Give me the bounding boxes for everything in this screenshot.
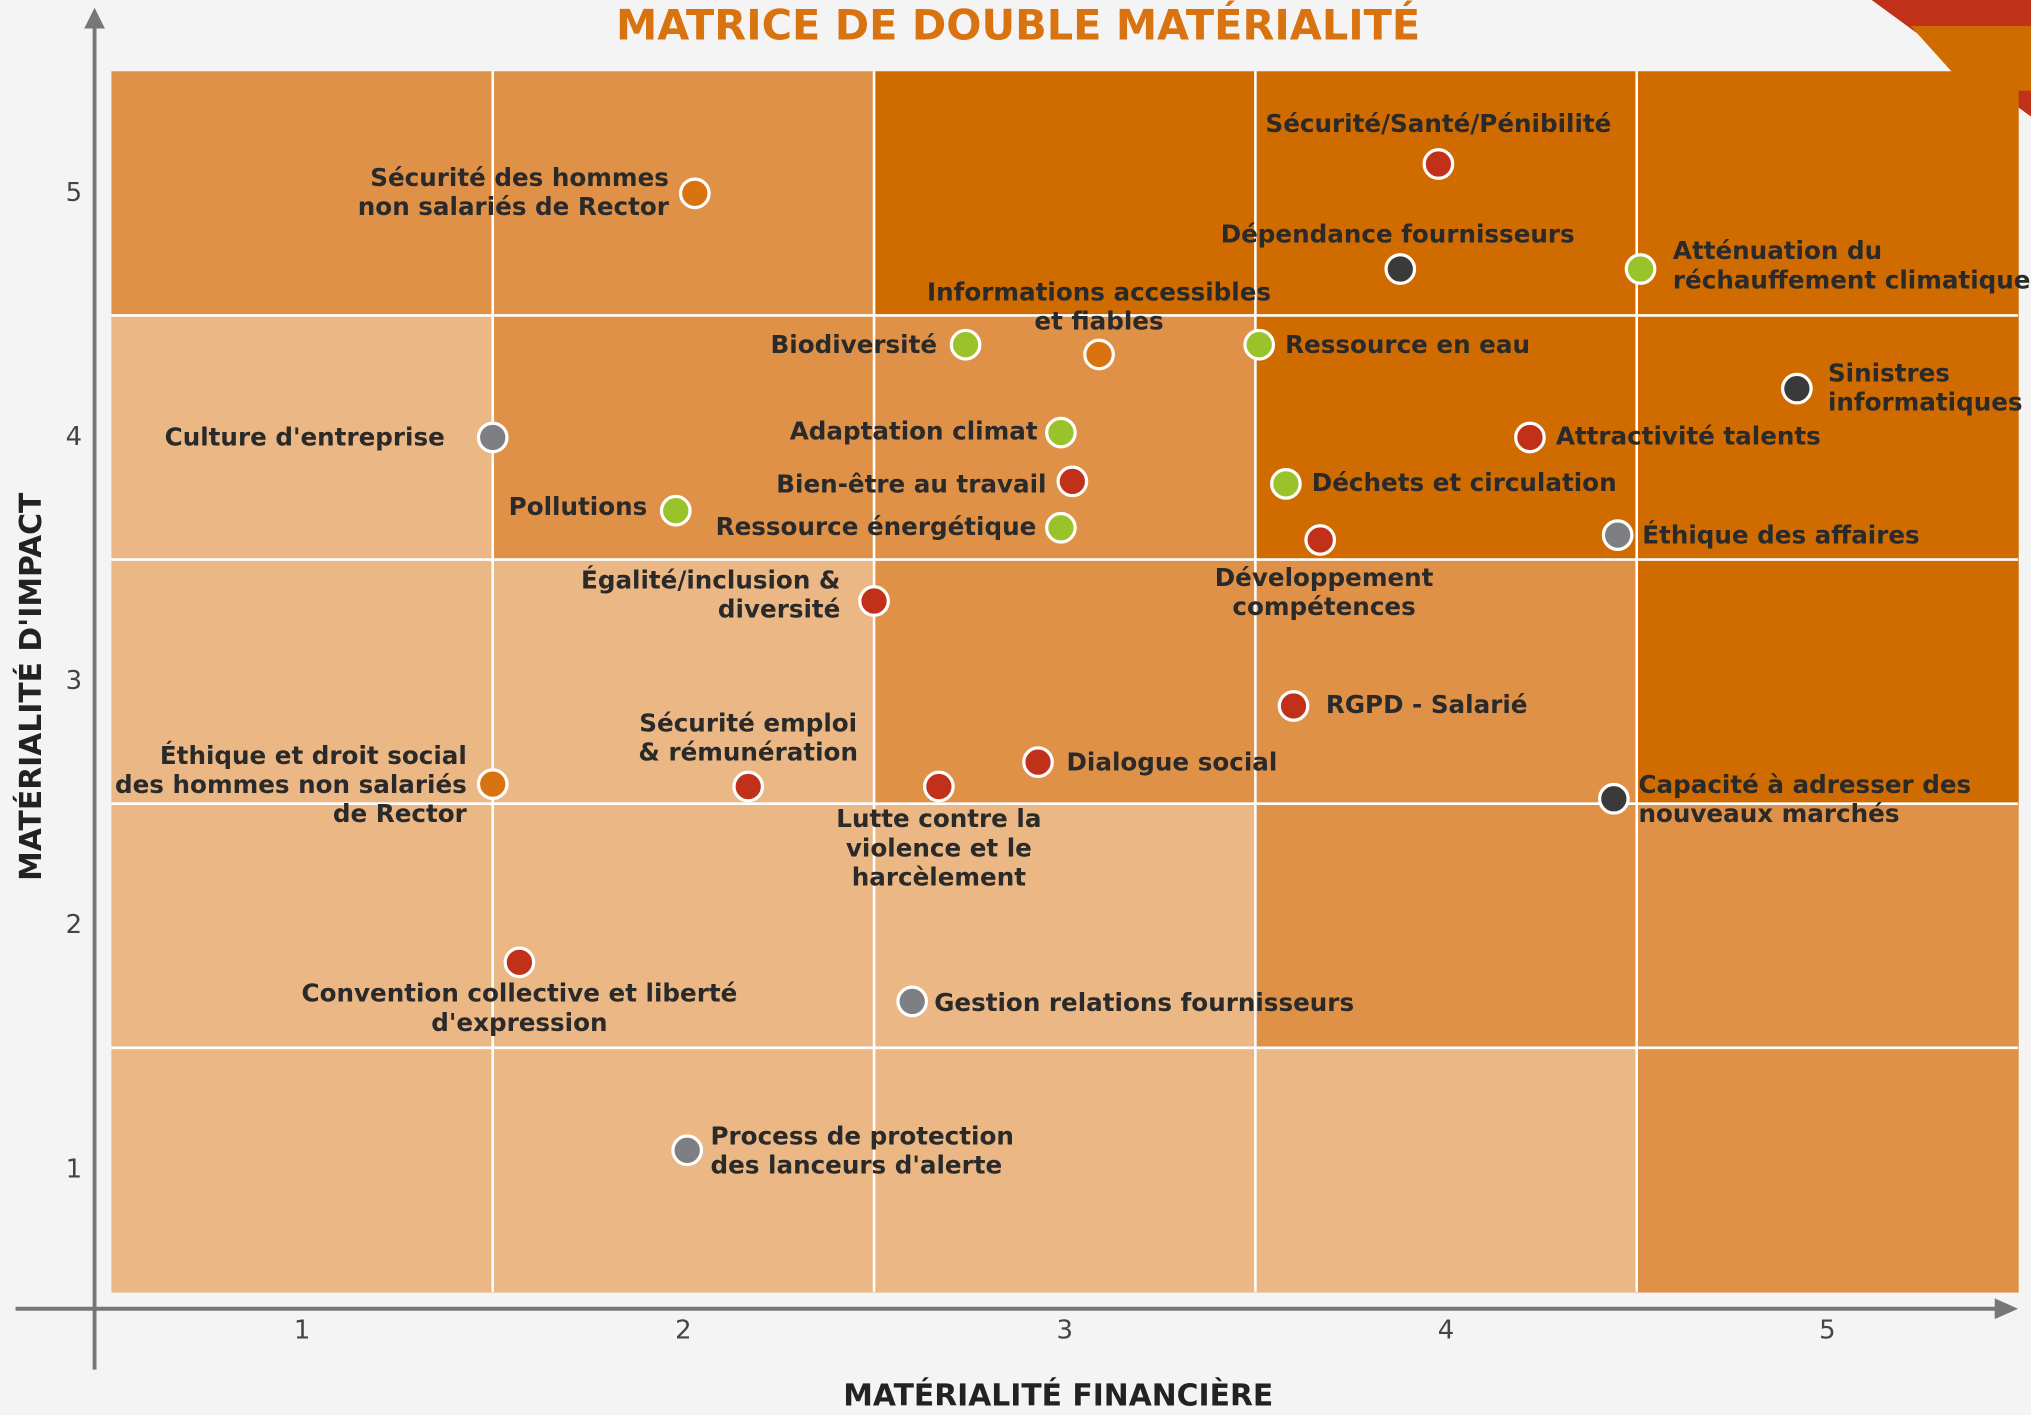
point-label: Bien-être au travail: [776, 469, 1046, 498]
point-label: Convention collective et liberté: [302, 979, 738, 1008]
y-tick-label: 2: [66, 910, 82, 940]
point: [1626, 255, 1654, 284]
point-label: Dépendance fournisseurs: [1221, 219, 1575, 248]
point: [681, 179, 709, 208]
x-axis-arrow: [1995, 1298, 2018, 1319]
point-label: Sécurité emploi: [639, 708, 857, 737]
point-label: RGPD - Salarié: [1326, 690, 1528, 719]
point-label: harcèlement: [852, 863, 1026, 892]
chart-title: MATRICE DE DOUBLE MATÉRIALITÉ: [616, 2, 1420, 50]
point-label: Sécurité/Santé/Pénibilité: [1266, 109, 1612, 138]
point-label: Sinistres: [1828, 358, 1950, 387]
point-label: Culture d'entreprise: [165, 423, 445, 452]
point: [1047, 514, 1075, 543]
y-tick-label: 1: [66, 1154, 82, 1184]
point-label: Process de protection: [711, 1121, 1014, 1150]
point-label: Pollutions: [509, 492, 648, 521]
point: [505, 948, 533, 977]
zone: [1637, 560, 2019, 805]
point-label: Biodiversité: [771, 330, 938, 359]
chart: MATRICE DE DOUBLE MATÉRIALITÉ MATÉRIALIT…: [0, 0, 2031, 1415]
zone: [1255, 71, 1637, 316]
point-label: Lutte contre la: [836, 804, 1041, 833]
point-label: Ressource énergétique: [716, 512, 1037, 541]
point-label: de Rector: [333, 799, 468, 828]
point-label: Dialogue social: [1067, 747, 1278, 776]
point-label: Attractivité talents: [1556, 421, 1821, 450]
point: [1245, 330, 1273, 359]
point-label: Adaptation climat: [790, 417, 1038, 446]
point: [1058, 467, 1086, 496]
zone: [1255, 1048, 1637, 1293]
point: [1516, 423, 1544, 452]
point-label: Éthique des affaires: [1642, 520, 1919, 549]
point: [478, 770, 506, 799]
point-label: Ressource en eau: [1285, 330, 1530, 359]
point-label: & rémunération: [638, 738, 858, 767]
point-label: Gestion relations fournisseurs: [934, 988, 1354, 1017]
y-tick-label: 5: [66, 178, 82, 208]
point-label: informatiques: [1828, 388, 2023, 417]
point-label: Déchets et circulation: [1312, 468, 1617, 497]
point: [662, 496, 690, 525]
zone: [1637, 1048, 2019, 1293]
point: [898, 987, 926, 1016]
point: [1085, 340, 1113, 369]
x-tick-label: 4: [1438, 1315, 1454, 1345]
point-label: et fiables: [1034, 307, 1163, 336]
point: [1386, 255, 1414, 284]
point-label: compétences: [1232, 592, 1415, 621]
x-tick-label: 2: [675, 1315, 691, 1345]
zone: [111, 1048, 493, 1293]
point: [734, 772, 762, 801]
point-label: des lanceurs d'alerte: [711, 1151, 1003, 1180]
point-label: Atténuation du: [1673, 236, 1882, 265]
point: [1272, 470, 1300, 499]
point-label: Capacité à adresser des: [1638, 770, 1971, 799]
y-axis-title: MATÉRIALITÉ D'IMPACT: [13, 492, 49, 881]
point: [673, 1136, 701, 1165]
y-tick-label: 4: [66, 422, 82, 452]
zone: [1637, 804, 2019, 1049]
y-tick-label: 3: [66, 666, 82, 696]
page: MATRICE DE DOUBLE MATÉRIALITÉ MATÉRIALIT…: [0, 0, 2031, 1415]
point: [1783, 374, 1811, 403]
point: [1306, 526, 1334, 555]
point: [860, 587, 888, 616]
x-tick-label: 1: [294, 1315, 310, 1345]
point-label: violence et le: [846, 833, 1032, 862]
x-tick-label: 3: [1056, 1315, 1072, 1345]
point: [951, 330, 979, 359]
point: [925, 772, 953, 801]
point: [1424, 150, 1452, 179]
x-axis-title: MATÉRIALITÉ FINANCIÈRE: [843, 1377, 1273, 1413]
point-label: d'expression: [431, 1008, 607, 1037]
point-label: des hommes non salariés: [115, 770, 467, 799]
point: [1603, 521, 1631, 550]
point-label: Égalité/inclusion &: [581, 566, 840, 595]
point-label: nouveaux marchés: [1638, 799, 1899, 828]
point: [1600, 785, 1628, 814]
point-label: réchauffement climatique: [1673, 265, 2031, 294]
point-label: non salariés de Rector: [358, 192, 670, 221]
point: [1047, 418, 1075, 447]
point: [1024, 748, 1052, 777]
point: [478, 423, 506, 452]
y-axis-arrow: [84, 8, 105, 29]
point-label: Informations accessibles: [927, 278, 1271, 307]
point-label: Sécurité des hommes: [370, 163, 669, 192]
x-tick-label: 5: [1819, 1315, 1835, 1345]
point-label: Développement: [1215, 563, 1434, 592]
point-label: Éthique et droit social: [160, 741, 467, 770]
point-label: diversité: [718, 595, 840, 624]
point: [1279, 692, 1307, 721]
